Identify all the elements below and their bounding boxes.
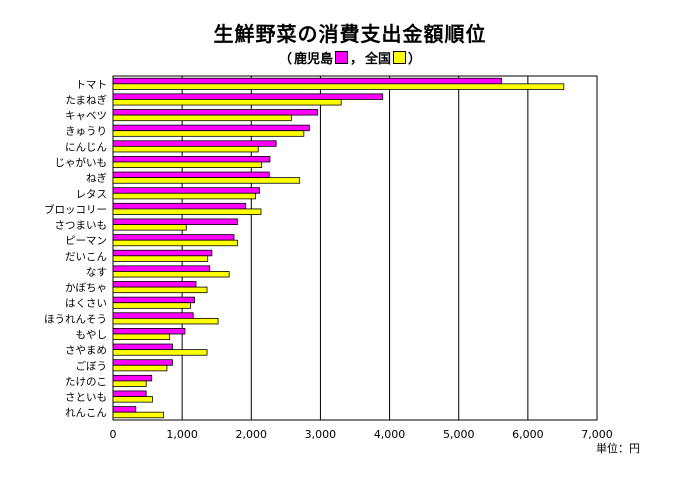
y-category-label: さつまいも [55,220,108,232]
bar-kagoshima [112,124,310,132]
y-category-label: レタス [76,188,108,200]
y-category-label: たまねぎ [65,93,107,106]
y-category-label: ブロッコリー [44,203,107,216]
subtitle-close-paren: ） [408,52,422,67]
x-tick-label: 0 [110,428,117,441]
bar-national [112,364,168,372]
bar-kagoshima [112,218,238,225]
bar-kagoshima [112,390,147,397]
bar-kagoshima [112,343,173,351]
bar-national [112,255,209,262]
y-category-label: さといも [65,392,107,404]
bar-national [112,114,292,122]
bar-kagoshima [112,140,277,147]
bar-kagoshima [112,265,211,272]
bar-national [112,271,230,278]
bar-kagoshima [112,374,153,382]
legend-swatch-national [393,51,407,64]
x-tick-label: 7,000 [581,428,613,441]
bar-national [112,145,259,153]
bar-kagoshima [112,312,194,319]
y-category-label: だいこん [65,251,107,263]
y-category-label: ほうれんそう [44,313,107,325]
bar-national [112,317,219,325]
y-category-label: もやし [76,329,108,341]
y-category-label: にんじん [65,141,107,153]
bar-kagoshima [112,234,235,241]
bar-kagoshima [112,202,247,210]
subtitle-open-paren: （ [278,52,292,67]
x-tick-label: 1,000 [166,428,198,441]
y-category-label: れんこん [65,407,107,419]
bar-national [112,161,263,168]
bar-national [112,349,208,356]
bar-national [112,302,191,309]
bar-national [112,208,262,215]
bar-kagoshima [112,155,271,163]
x-tick-label: 6,000 [512,428,544,441]
bar-national [112,286,208,294]
bar-kagoshima [112,93,384,100]
bar-national [112,380,147,387]
bar-national [112,177,301,184]
y-category-label: さやまめ [65,345,107,357]
bar-national [112,130,305,137]
x-tick-label: 3,000 [305,428,337,441]
y-category-label: はくさい [65,298,107,310]
bar-kagoshima [112,296,195,304]
bar-national [112,239,238,247]
y-category-label: ごぼう [76,359,108,372]
y-category-label: じゃがいも [55,156,108,169]
legend-label-kagoshima: 鹿児島 [293,52,333,67]
y-category-label: ねぎ [86,172,107,185]
x-tick-label: 2,000 [236,428,268,441]
bar-national [112,99,342,106]
y-category-label: なす [86,266,107,278]
y-category-label: かぼちゃ [65,282,107,294]
bar-national [112,411,164,419]
y-category-label: たけのこ [65,376,107,388]
bar-national [112,192,256,200]
legend-label-national: 全国 [365,52,392,67]
x-tick-label: 5,000 [443,428,475,441]
x-tick-label: 4,000 [374,428,406,441]
legend-swatch-kagoshima [334,51,348,64]
y-category-label: きゅうり [65,126,107,138]
bar-kagoshima [112,359,173,366]
bar-kagoshima [112,249,213,257]
chart-title: 生鮮野菜の消費支出金額順位 [213,22,487,46]
bar-national [112,83,565,90]
bar-kagoshima [112,281,197,288]
bar-kagoshima [112,171,270,179]
chart-subtitle: （ 鹿児島 ， 全国 ） [0,48,700,67]
y-category-label: ピーマン [65,235,107,247]
subtitle-separator: ， [349,52,363,67]
y-category-label: キャベツ [65,110,107,122]
bar-kagoshima [112,77,502,85]
bar-kagoshima [112,406,137,413]
bar-national [112,333,171,340]
bar-kagoshima [112,187,260,194]
bar-kagoshima [112,327,186,335]
bar-national [112,224,187,231]
y-category-label: トマト [76,79,108,91]
unit-label: 単位：円 [596,442,640,455]
bar-kagoshima [112,109,319,116]
bar-national [112,396,153,403]
